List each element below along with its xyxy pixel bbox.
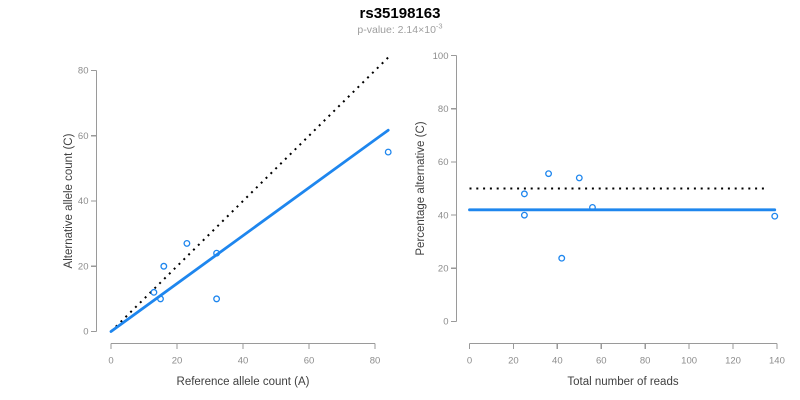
fit-line xyxy=(109,128,390,333)
y-tick-label: 80 xyxy=(438,104,449,115)
y-tick-label: 60 xyxy=(78,131,89,142)
data-point xyxy=(520,190,528,198)
x-tick-label: 20 xyxy=(508,356,519,367)
data-point xyxy=(545,170,553,178)
x-tick-label: 40 xyxy=(238,356,249,367)
y-tick-label: 100 xyxy=(433,51,449,62)
chart-subtitle: p-value: 2.14×10-3 xyxy=(0,21,800,36)
y-tick-label: 40 xyxy=(78,196,89,207)
data-point xyxy=(183,239,191,247)
x-tick-label: 60 xyxy=(596,356,607,367)
y-tick-label: 0 xyxy=(443,317,448,328)
panel-left: 0 20 40 60 80 0 20 40 60 80 Reference allele count… xyxy=(63,55,392,388)
data-point xyxy=(384,148,392,156)
x-tick-label: 120 xyxy=(725,356,741,367)
data-point xyxy=(575,174,583,182)
y-tick-label: 60 xyxy=(438,157,449,168)
x-tick-label: 0 xyxy=(108,356,113,367)
data-point xyxy=(771,212,779,220)
x-tick-label: 0 xyxy=(467,356,472,367)
x-tick-label: 20 xyxy=(172,356,183,367)
x-axis-title: Total number of reads xyxy=(567,376,678,388)
subtitle-base: p-value: 2.14×10 xyxy=(357,24,436,36)
panel-right: 0 20 40 60 80 100 0 20 40 60 80 100 120 140 Total numb… xyxy=(415,51,785,388)
x-tick-label: 80 xyxy=(640,356,651,367)
x-tick-label: 140 xyxy=(769,356,785,367)
y-tick-label: 0 xyxy=(83,327,88,338)
y-axis-title: Percentage alternative (C) xyxy=(415,121,427,255)
x-tick-label: 80 xyxy=(370,356,381,367)
data-point xyxy=(157,295,164,303)
data-point xyxy=(150,288,158,296)
y-tick-label: 20 xyxy=(78,261,89,272)
x-tick-label: 100 xyxy=(681,356,697,367)
data-point xyxy=(213,295,221,303)
subtitle-exponent: -3 xyxy=(435,21,443,31)
data-point xyxy=(520,211,528,219)
y-tick-label: 80 xyxy=(78,66,89,77)
x-axis-title: Reference allele count (A) xyxy=(177,376,310,388)
data-point xyxy=(558,254,566,262)
data-point xyxy=(589,203,596,211)
x-tick-label: 40 xyxy=(552,356,563,367)
x-tick-label: 60 xyxy=(304,356,315,367)
identity-line xyxy=(110,55,391,333)
data-point xyxy=(213,249,221,257)
chart-title: rs35198163 xyxy=(359,5,441,22)
y-tick-label: 20 xyxy=(438,264,449,275)
data-point xyxy=(160,262,168,270)
y-tick-label: 40 xyxy=(438,210,449,221)
y-axis-title: Alternative allele count (C) xyxy=(63,133,75,268)
